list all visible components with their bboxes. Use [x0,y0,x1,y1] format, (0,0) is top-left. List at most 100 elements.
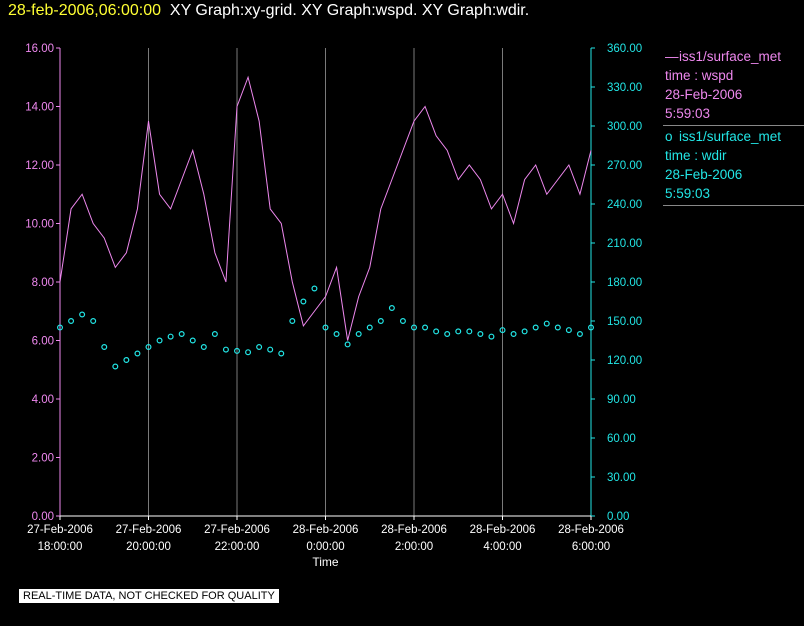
series-wdir-point [101,344,108,351]
x-tick-label-date: 28-Feb-2006 [381,524,447,536]
series-wdir-point [587,324,594,331]
x-tick-label-time: 4:00:00 [483,541,521,553]
right-y-tick-label: 90.00 [607,394,636,406]
right-y-tick-label: 210.00 [607,238,642,250]
x-axis-label: Time [312,555,339,569]
right-y-tick-label: 270.00 [607,160,642,172]
right-y-tick-label: 150.00 [607,316,642,328]
chart-header: 28-feb-2006,06:00:00 XY Graph:xy-grid. X… [8,2,529,20]
legend-circle-symbol: o [665,129,673,144]
left-y-tick-label: 12.00 [25,160,54,172]
x-tick-label-time: 2:00:00 [395,541,433,553]
legend-date: 28-Feb-2006 [665,167,743,182]
series-wdir-point [399,318,406,325]
legend-time: 5:59:03 [665,186,711,201]
x-tick-label-time: 6:00:00 [572,541,610,553]
series-wdir-point [200,344,207,351]
legend-variable: time : wspd [665,68,734,83]
legend-entry-wspd: —iss1/surface_met time : wspd 28-Feb-200… [663,46,804,126]
x-tick-label-time: 0:00:00 [306,541,344,553]
right-y-tick-label: 30.00 [607,472,636,484]
series-wspd-line [59,75,592,341]
x-tick-label-time: 20:00:00 [126,541,171,553]
left-y-tick-label: 10.00 [25,219,54,231]
legend-variable: time : wdir [665,148,727,163]
header-graph-titles: XY Graph:xy-grid. XY Graph:wspd. XY Grap… [169,2,530,19]
series-wdir-point [466,328,473,335]
series-wdir-point [422,324,429,331]
x-tick-label-date: 28-Feb-2006 [470,524,536,536]
series-wdir-point [245,349,252,356]
series-wdir-point [344,341,351,348]
series-wdir-point [234,347,241,354]
left-y-tick-label: 6.00 [32,336,54,348]
right-y-tick-label: 330.00 [607,82,642,94]
series-wdir-point [433,328,440,335]
series-wdir-point [68,318,75,325]
left-y-tick-label: 2.00 [32,453,54,465]
legend-line-symbol: — [665,49,679,64]
series-wdir-point [178,331,185,338]
legend-source: iss1/surface_met [679,49,782,64]
series-wdir-point [56,324,63,331]
right-y-tick-label: 240.00 [607,199,642,211]
series-wdir-point [289,318,296,325]
series-wdir-point [145,344,152,351]
series-wdir-point [123,357,130,364]
legend-entry-wdir: o iss1/surface_met time : wdir 28-Feb-200… [663,126,804,206]
series-wdir-point [565,327,572,334]
series-wdir-point [488,333,495,340]
left-y-tick-label: 4.00 [32,394,54,406]
series-wdir-point [532,324,539,331]
left-y-tick-label: 0.00 [32,511,54,523]
series-wdir-point [322,324,329,331]
x-tick-label-date: 28-Feb-2006 [558,524,624,536]
left-y-tick-label: 14.00 [25,102,54,114]
series-wdir-point [455,328,462,335]
series-wdir-point [576,331,583,338]
series-wdir-point [554,324,561,331]
series-wdir-point [134,350,141,357]
series-wdir-point [499,327,506,334]
series-wdir-point [79,311,86,318]
x-tick-label-date: 28-Feb-2006 [293,524,359,536]
series-wdir-point [411,324,418,331]
x-tick-label-time: 22:00:00 [215,541,260,553]
left-y-tick-label: 16.00 [25,43,54,55]
legend-date: 28-Feb-2006 [665,87,743,102]
right-y-tick-label: 180.00 [607,277,642,289]
series-wdir-point [189,337,196,344]
series-wdir-point [355,331,362,338]
right-y-tick-label: 300.00 [607,121,642,133]
header-date: 28-feb-2006,06:00:00 [8,2,162,19]
series-wdir-point [90,318,97,325]
right-y-tick-label: 60.00 [607,433,636,445]
left-y-tick-label: 8.00 [32,277,54,289]
series-wdir-point [444,331,451,338]
series-wdir-point [477,331,484,338]
right-y-tick-label: 0.00 [607,511,629,523]
series-wdir-point [167,333,174,340]
quality-disclaimer: REAL-TIME DATA, NOT CHECKED FOR QUALITY [19,589,279,603]
right-y-tick-label: 120.00 [607,355,642,367]
series-wdir-point [112,363,119,370]
series-wdir-point [366,324,373,331]
x-tick-label-date: 27-Feb-2006 [204,524,270,536]
series-wdir-point [256,344,263,351]
series-wdir-point [521,328,528,335]
right-y-tick-label: 360.00 [607,43,642,55]
legend: —iss1/surface_met time : wspd 28-Feb-200… [663,46,804,206]
legend-time: 5:59:03 [665,106,711,121]
series-wdir-point [156,337,163,344]
series-wdir-point [267,346,274,353]
series-wdir-point [300,298,307,305]
series-wdir-point [333,331,340,338]
x-tick-label-time: 18:00:00 [38,541,83,553]
series-wdir-point [211,331,218,338]
x-tick-label-date: 27-Feb-2006 [116,524,182,536]
series-wdir-point [222,346,229,353]
x-tick-label-date: 27-Feb-2006 [27,524,93,536]
series-wdir-point [278,350,285,357]
legend-source: iss1/surface_met [679,129,782,144]
